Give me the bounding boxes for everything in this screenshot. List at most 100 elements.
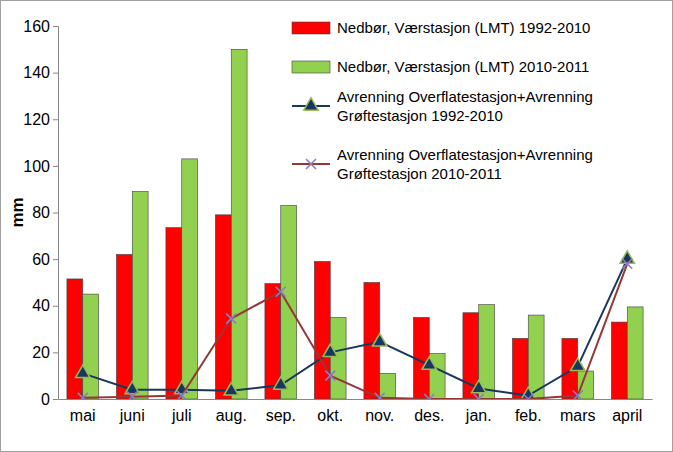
bar (67, 279, 83, 399)
tick-label: 0 (41, 391, 50, 408)
tick-mark (53, 73, 58, 74)
marker-shape (424, 394, 434, 399)
marker (573, 391, 583, 399)
tick: juni (119, 399, 145, 424)
tick-label: juli (171, 407, 192, 424)
tick: 40 (32, 297, 58, 314)
marker (226, 314, 236, 324)
marker (274, 377, 288, 389)
tick: 20 (32, 344, 58, 361)
legend-item: Nedbør, Værstasjon (LMT) 2010-2011 (292, 58, 589, 75)
marker-shape (127, 392, 137, 399)
marker-shape (276, 287, 286, 297)
marker (521, 387, 535, 399)
tick: 0 (41, 391, 58, 408)
tick-label: april (612, 407, 642, 424)
marker (276, 287, 286, 297)
marker-shape (620, 251, 634, 263)
marker (472, 380, 486, 392)
legend-item: Nedbør, Værstasjon (LMT) 1992-2010 (292, 19, 590, 36)
legend-label: Avrenning Overflatestasjon+AvrenningGrøf… (337, 146, 593, 182)
tick-label: 120 (23, 111, 50, 128)
tick: nov. (365, 399, 394, 424)
tick-label: aug. (216, 407, 247, 424)
marker-shape (573, 391, 583, 399)
marker-shape (375, 393, 385, 399)
tick: 140 (23, 64, 58, 81)
bar (83, 294, 99, 399)
marker (78, 393, 88, 399)
bar (116, 254, 132, 399)
tick-label: 20 (32, 344, 50, 361)
bar (166, 228, 182, 399)
tick-label: 80 (32, 204, 50, 221)
marker-shape (78, 393, 88, 399)
marker-series (76, 251, 635, 399)
tick-label: mars (560, 407, 596, 424)
bar (281, 206, 297, 399)
marker-series (78, 259, 633, 399)
axis-line (53, 27, 59, 400)
marker (424, 394, 434, 399)
tick: juli (171, 399, 192, 424)
tick-label: nov. (365, 407, 394, 424)
x-axis: maijunijuliaug.sep.okt.nov.des.jan.feb.m… (59, 399, 653, 424)
legend-label: Nedbør, Værstasjon (LMT) 1992-2010 (337, 19, 590, 36)
y-axis: 020406080100120140160 (23, 18, 58, 408)
chart-border (1, 1, 673, 452)
line (83, 264, 628, 399)
tick-label: juni (119, 407, 145, 424)
tick-label: okt. (317, 407, 343, 424)
bar (330, 317, 346, 399)
tick: mai (70, 399, 96, 424)
axis-line (59, 399, 653, 400)
bar-series (83, 49, 643, 399)
tick: feb. (515, 399, 542, 424)
marker-shape (472, 380, 486, 392)
tick: jan. (465, 399, 492, 424)
legend: Nedbør, Værstasjon (LMT) 1992-2010 Nedbør… (292, 19, 593, 182)
chart: 020406080100120140160maijunijuliaug.sep.… (0, 0, 673, 452)
bar-series (67, 215, 627, 399)
marker-shape (523, 394, 533, 399)
marker-shape (76, 365, 90, 377)
bar (215, 215, 231, 399)
tick-mark (53, 26, 58, 27)
legend-label: Avrenning Overflatestasjon+AvrenningGrøf… (337, 88, 593, 124)
axis-title: mm (8, 197, 27, 227)
tick-label: sep. (266, 407, 296, 424)
legend-label: Nedbør, Værstasjon (LMT) 2010-2011 (337, 58, 589, 75)
tick-label: feb. (515, 407, 542, 424)
tick-label: 60 (32, 251, 50, 268)
tick-label: 160 (23, 18, 50, 35)
marker-shape (622, 259, 632, 269)
tick: sep. (266, 399, 296, 424)
tick: mars (560, 399, 596, 424)
tick-mark (53, 213, 58, 214)
marker-shape (306, 159, 316, 169)
bar (231, 49, 247, 399)
marker-shape (224, 383, 238, 395)
tick-label: 140 (23, 64, 50, 81)
marker-shape (177, 391, 187, 399)
plot: 020406080100120140160maijunijuliaug.sep.… (23, 18, 652, 425)
marker (523, 394, 533, 399)
marker (620, 251, 634, 263)
tick-mark (53, 306, 58, 307)
legend-item: Avrenning Overflatestasjon+AvrenningGrøf… (292, 88, 593, 124)
legend-swatch (292, 61, 330, 73)
marks (67, 49, 643, 399)
marker-shape (474, 394, 484, 399)
marker-shape (373, 334, 387, 346)
tick-mark (53, 119, 58, 120)
marker (622, 259, 632, 269)
tick: 60 (32, 251, 58, 268)
marker (571, 358, 585, 370)
marker (373, 334, 387, 346)
legend-marker (304, 98, 318, 110)
tick-mark (53, 166, 58, 167)
bar (611, 322, 627, 399)
bar (182, 159, 198, 399)
legend-item: Avrenning Overflatestasjon+AvrenningGrøf… (292, 146, 593, 182)
bar (132, 192, 148, 399)
